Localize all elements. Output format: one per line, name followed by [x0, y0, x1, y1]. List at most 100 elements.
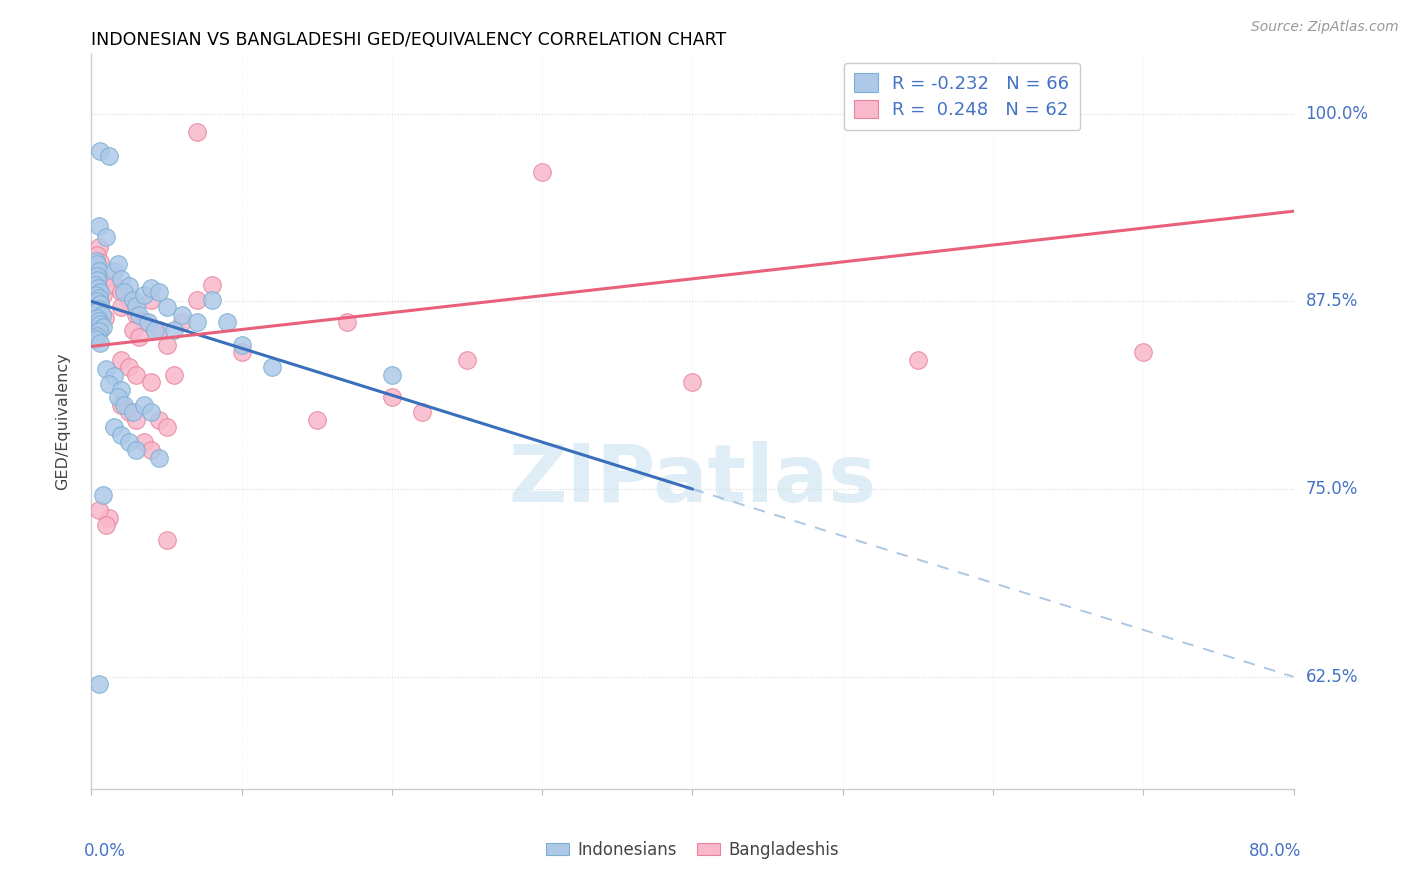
Point	[86, 318, 108, 333]
Point	[128, 330, 150, 344]
Point	[118, 279, 141, 293]
Point	[201, 293, 224, 307]
Point	[110, 272, 132, 286]
Point	[84, 301, 107, 315]
Point	[138, 315, 160, 329]
Point	[128, 308, 150, 322]
Point	[148, 323, 170, 337]
Point	[122, 405, 145, 419]
Point	[148, 450, 170, 465]
Point	[125, 368, 148, 382]
Point	[411, 405, 433, 419]
Point	[163, 368, 186, 382]
Point	[125, 413, 148, 427]
Point	[84, 253, 107, 268]
Point	[87, 270, 110, 285]
Point	[170, 315, 193, 329]
Point	[231, 345, 253, 359]
Point	[110, 301, 132, 315]
Point	[118, 293, 141, 307]
Point	[336, 315, 359, 329]
Point	[103, 420, 125, 434]
Legend: Indonesians, Bangladeshis: Indonesians, Bangladeshis	[538, 834, 846, 866]
Text: 62.5%: 62.5%	[1306, 668, 1358, 686]
Point	[89, 317, 111, 331]
Point	[87, 677, 110, 691]
Point	[86, 294, 108, 309]
Point	[90, 308, 112, 322]
Point	[87, 324, 110, 338]
Point	[114, 398, 136, 412]
Point	[103, 277, 125, 292]
Point	[103, 264, 125, 278]
Point	[186, 293, 208, 307]
Point	[531, 165, 554, 179]
Point	[215, 315, 238, 329]
Point	[89, 295, 111, 310]
Point	[93, 488, 115, 502]
Point	[89, 336, 111, 351]
Point	[456, 352, 478, 367]
Point	[89, 281, 111, 295]
Point	[141, 442, 163, 457]
Point	[90, 273, 112, 287]
Point	[84, 332, 107, 346]
Point	[87, 291, 110, 305]
Point	[96, 229, 118, 244]
Point	[84, 305, 107, 319]
Text: 100.0%: 100.0%	[1306, 104, 1368, 122]
Point	[87, 303, 110, 318]
Point	[110, 285, 132, 300]
Point	[98, 510, 121, 524]
Point	[143, 323, 166, 337]
Point	[87, 281, 110, 295]
Point	[96, 518, 118, 533]
Point	[86, 277, 108, 292]
Point	[141, 405, 163, 419]
Point	[87, 503, 110, 517]
Y-axis label: GED/Equivalency: GED/Equivalency	[56, 352, 70, 491]
Point	[155, 301, 177, 315]
Point	[84, 288, 107, 302]
Point	[107, 257, 129, 271]
Point	[122, 323, 145, 337]
Point	[141, 293, 163, 307]
Point	[98, 376, 121, 391]
Point	[141, 281, 163, 295]
Point	[87, 264, 110, 278]
Text: 0.0%: 0.0%	[84, 842, 125, 860]
Point	[125, 442, 148, 457]
Point	[89, 285, 111, 300]
Point	[148, 413, 170, 427]
Point	[94, 310, 117, 325]
Point	[114, 285, 136, 300]
Point	[110, 428, 132, 442]
Point	[155, 338, 177, 352]
Point	[86, 257, 108, 271]
Point	[87, 315, 110, 329]
Point	[89, 144, 111, 158]
Point	[89, 255, 111, 269]
Point	[132, 398, 155, 412]
Point	[87, 219, 110, 234]
Point	[89, 297, 111, 311]
Point	[186, 315, 208, 329]
Point	[132, 315, 155, 329]
Text: INDONESIAN VS BANGLADESHI GED/EQUIVALENCY CORRELATION CHART: INDONESIAN VS BANGLADESHI GED/EQUIVALENC…	[91, 31, 727, 49]
Point	[132, 435, 155, 450]
Point	[118, 360, 141, 375]
Text: 80.0%: 80.0%	[1249, 842, 1301, 860]
Point	[201, 277, 224, 292]
Point	[84, 277, 107, 292]
Point	[98, 270, 121, 285]
Point	[103, 369, 125, 384]
Point	[87, 301, 110, 316]
Point	[141, 376, 163, 390]
Point	[125, 299, 148, 313]
Point	[86, 273, 108, 287]
Point	[155, 420, 177, 434]
Point	[1132, 345, 1154, 359]
Point	[96, 362, 118, 376]
Point	[110, 383, 132, 397]
Point	[87, 285, 110, 300]
